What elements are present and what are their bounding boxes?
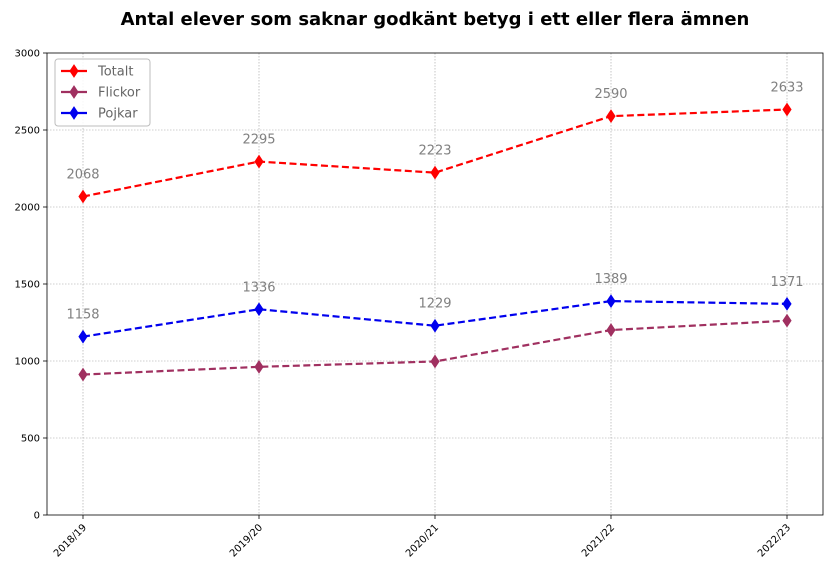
series-line [82, 299, 788, 338]
data-point-marker [254, 302, 264, 317]
data-point-marker [782, 102, 792, 117]
chart-title: Antal elever som saknar godkänt betyg i … [121, 9, 750, 30]
y-tick-label: 2500 [15, 126, 40, 137]
data-label: 1229 [418, 297, 451, 312]
y-tick-label: 0 [34, 511, 40, 522]
data-label: 2223 [418, 144, 451, 159]
data-label: 2068 [66, 168, 99, 183]
y-tick-label: 1500 [15, 280, 40, 291]
series [78, 102, 792, 382]
data-point-marker [606, 323, 616, 337]
plot-frame [46, 52, 824, 516]
data-point-marker [606, 109, 616, 124]
y-tick-label: 1000 [15, 357, 40, 368]
data-point-marker [430, 318, 440, 333]
x-tick-label: 2019/20 [228, 522, 265, 559]
y-tick-label: 2000 [15, 203, 40, 214]
legend-label: Totalt [97, 65, 133, 80]
x-tick-label: 2020/21 [404, 522, 441, 559]
data-point-marker [78, 367, 88, 382]
data-point-marker [254, 359, 264, 374]
x-tick-label: 2021/22 [580, 522, 617, 559]
data-point-marker [606, 294, 616, 308]
data-label: 2590 [594, 87, 627, 102]
data-label: 1371 [770, 275, 803, 290]
grid [47, 53, 823, 515]
data-point-marker [430, 165, 440, 180]
x-tick-label: 2018/19 [52, 522, 89, 559]
data-label: 2633 [770, 81, 803, 96]
data-label: 1389 [594, 272, 627, 287]
data-labels: 2068 2295 2223 2590 2633 1158 1336 1229 1389 1371 [66, 81, 803, 323]
data-point-marker [78, 189, 88, 204]
y-tick-label: 3000 [15, 49, 40, 60]
data-label: 2295 [242, 133, 275, 148]
x-tick-label: 2022/23 [756, 522, 793, 559]
series-line [82, 108, 788, 198]
legend: Totalt Flickor Pojkar [54, 58, 151, 127]
data-point-marker [430, 354, 440, 369]
legend-label: Pojkar [98, 107, 138, 122]
data-point-marker [782, 296, 792, 311]
data-point-marker [782, 313, 792, 328]
legend-label: Flickor [98, 86, 141, 101]
legend-swatch-marker [69, 64, 79, 78]
data-point-marker [254, 154, 264, 169]
data-point-marker [78, 329, 88, 344]
data-label: 1158 [66, 308, 99, 323]
legend-swatch-marker [69, 85, 79, 99]
y-tick-label: 500 [21, 434, 40, 445]
legend-swatch-marker [69, 106, 79, 120]
legend-box [54, 58, 151, 127]
data-label: 1336 [242, 280, 275, 295]
